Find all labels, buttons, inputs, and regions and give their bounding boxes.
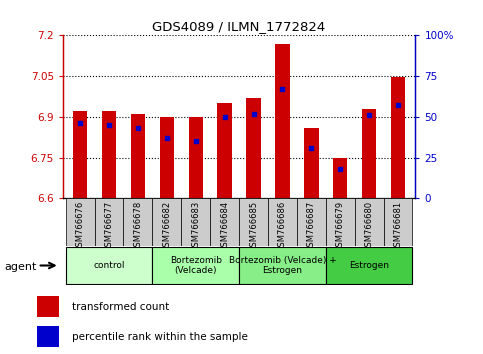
Bar (73, 112, 87, 198)
Bar (37, 326, 59, 348)
Title: GDS4089 / ILMN_1772824: GDS4089 / ILMN_1772824 (153, 20, 326, 33)
Text: Bortezomib
(Velcade): Bortezomib (Velcade) (170, 256, 222, 275)
Text: GSM766678: GSM766678 (133, 201, 142, 252)
Bar (297, 198, 326, 246)
Text: GSM766680: GSM766680 (365, 201, 374, 252)
Bar (210, 198, 239, 246)
Bar (326, 247, 412, 284)
Text: GSM766681: GSM766681 (394, 201, 402, 252)
Text: percentile rank within the sample: percentile rank within the sample (72, 332, 248, 342)
Bar (188, 117, 203, 198)
Text: GSM766683: GSM766683 (191, 201, 200, 252)
Bar (391, 78, 405, 198)
Bar (384, 198, 412, 246)
Bar (268, 198, 297, 246)
Text: control: control (93, 261, 125, 270)
Bar (239, 198, 268, 246)
Text: GSM766687: GSM766687 (307, 201, 316, 252)
Bar (124, 198, 152, 246)
Text: GSM766685: GSM766685 (249, 201, 258, 252)
Bar (246, 98, 261, 198)
Text: Estrogen: Estrogen (349, 261, 389, 270)
Text: transformed count: transformed count (72, 302, 169, 312)
Bar (102, 112, 116, 198)
Bar (159, 117, 174, 198)
Bar (355, 198, 384, 246)
Bar (239, 247, 326, 284)
Text: agent: agent (5, 262, 37, 272)
Bar (181, 198, 210, 246)
Bar (326, 198, 355, 246)
Text: GSM766686: GSM766686 (278, 201, 287, 252)
Text: GSM766684: GSM766684 (220, 201, 229, 252)
Bar (275, 44, 290, 198)
Bar (131, 114, 145, 198)
Bar (333, 158, 347, 198)
Bar (152, 247, 239, 284)
Bar (217, 103, 232, 198)
Text: Bortezomib (Velcade) +
Estrogen: Bortezomib (Velcade) + Estrogen (228, 256, 336, 275)
Text: GSM766679: GSM766679 (336, 201, 345, 252)
Bar (304, 128, 319, 198)
Bar (66, 247, 152, 284)
Bar (66, 198, 95, 246)
Bar (152, 198, 181, 246)
Text: GSM766682: GSM766682 (162, 201, 171, 252)
Text: GSM766676: GSM766676 (76, 201, 85, 252)
Text: GSM766677: GSM766677 (104, 201, 114, 252)
Bar (362, 109, 376, 198)
Bar (95, 198, 124, 246)
Bar (37, 296, 59, 317)
